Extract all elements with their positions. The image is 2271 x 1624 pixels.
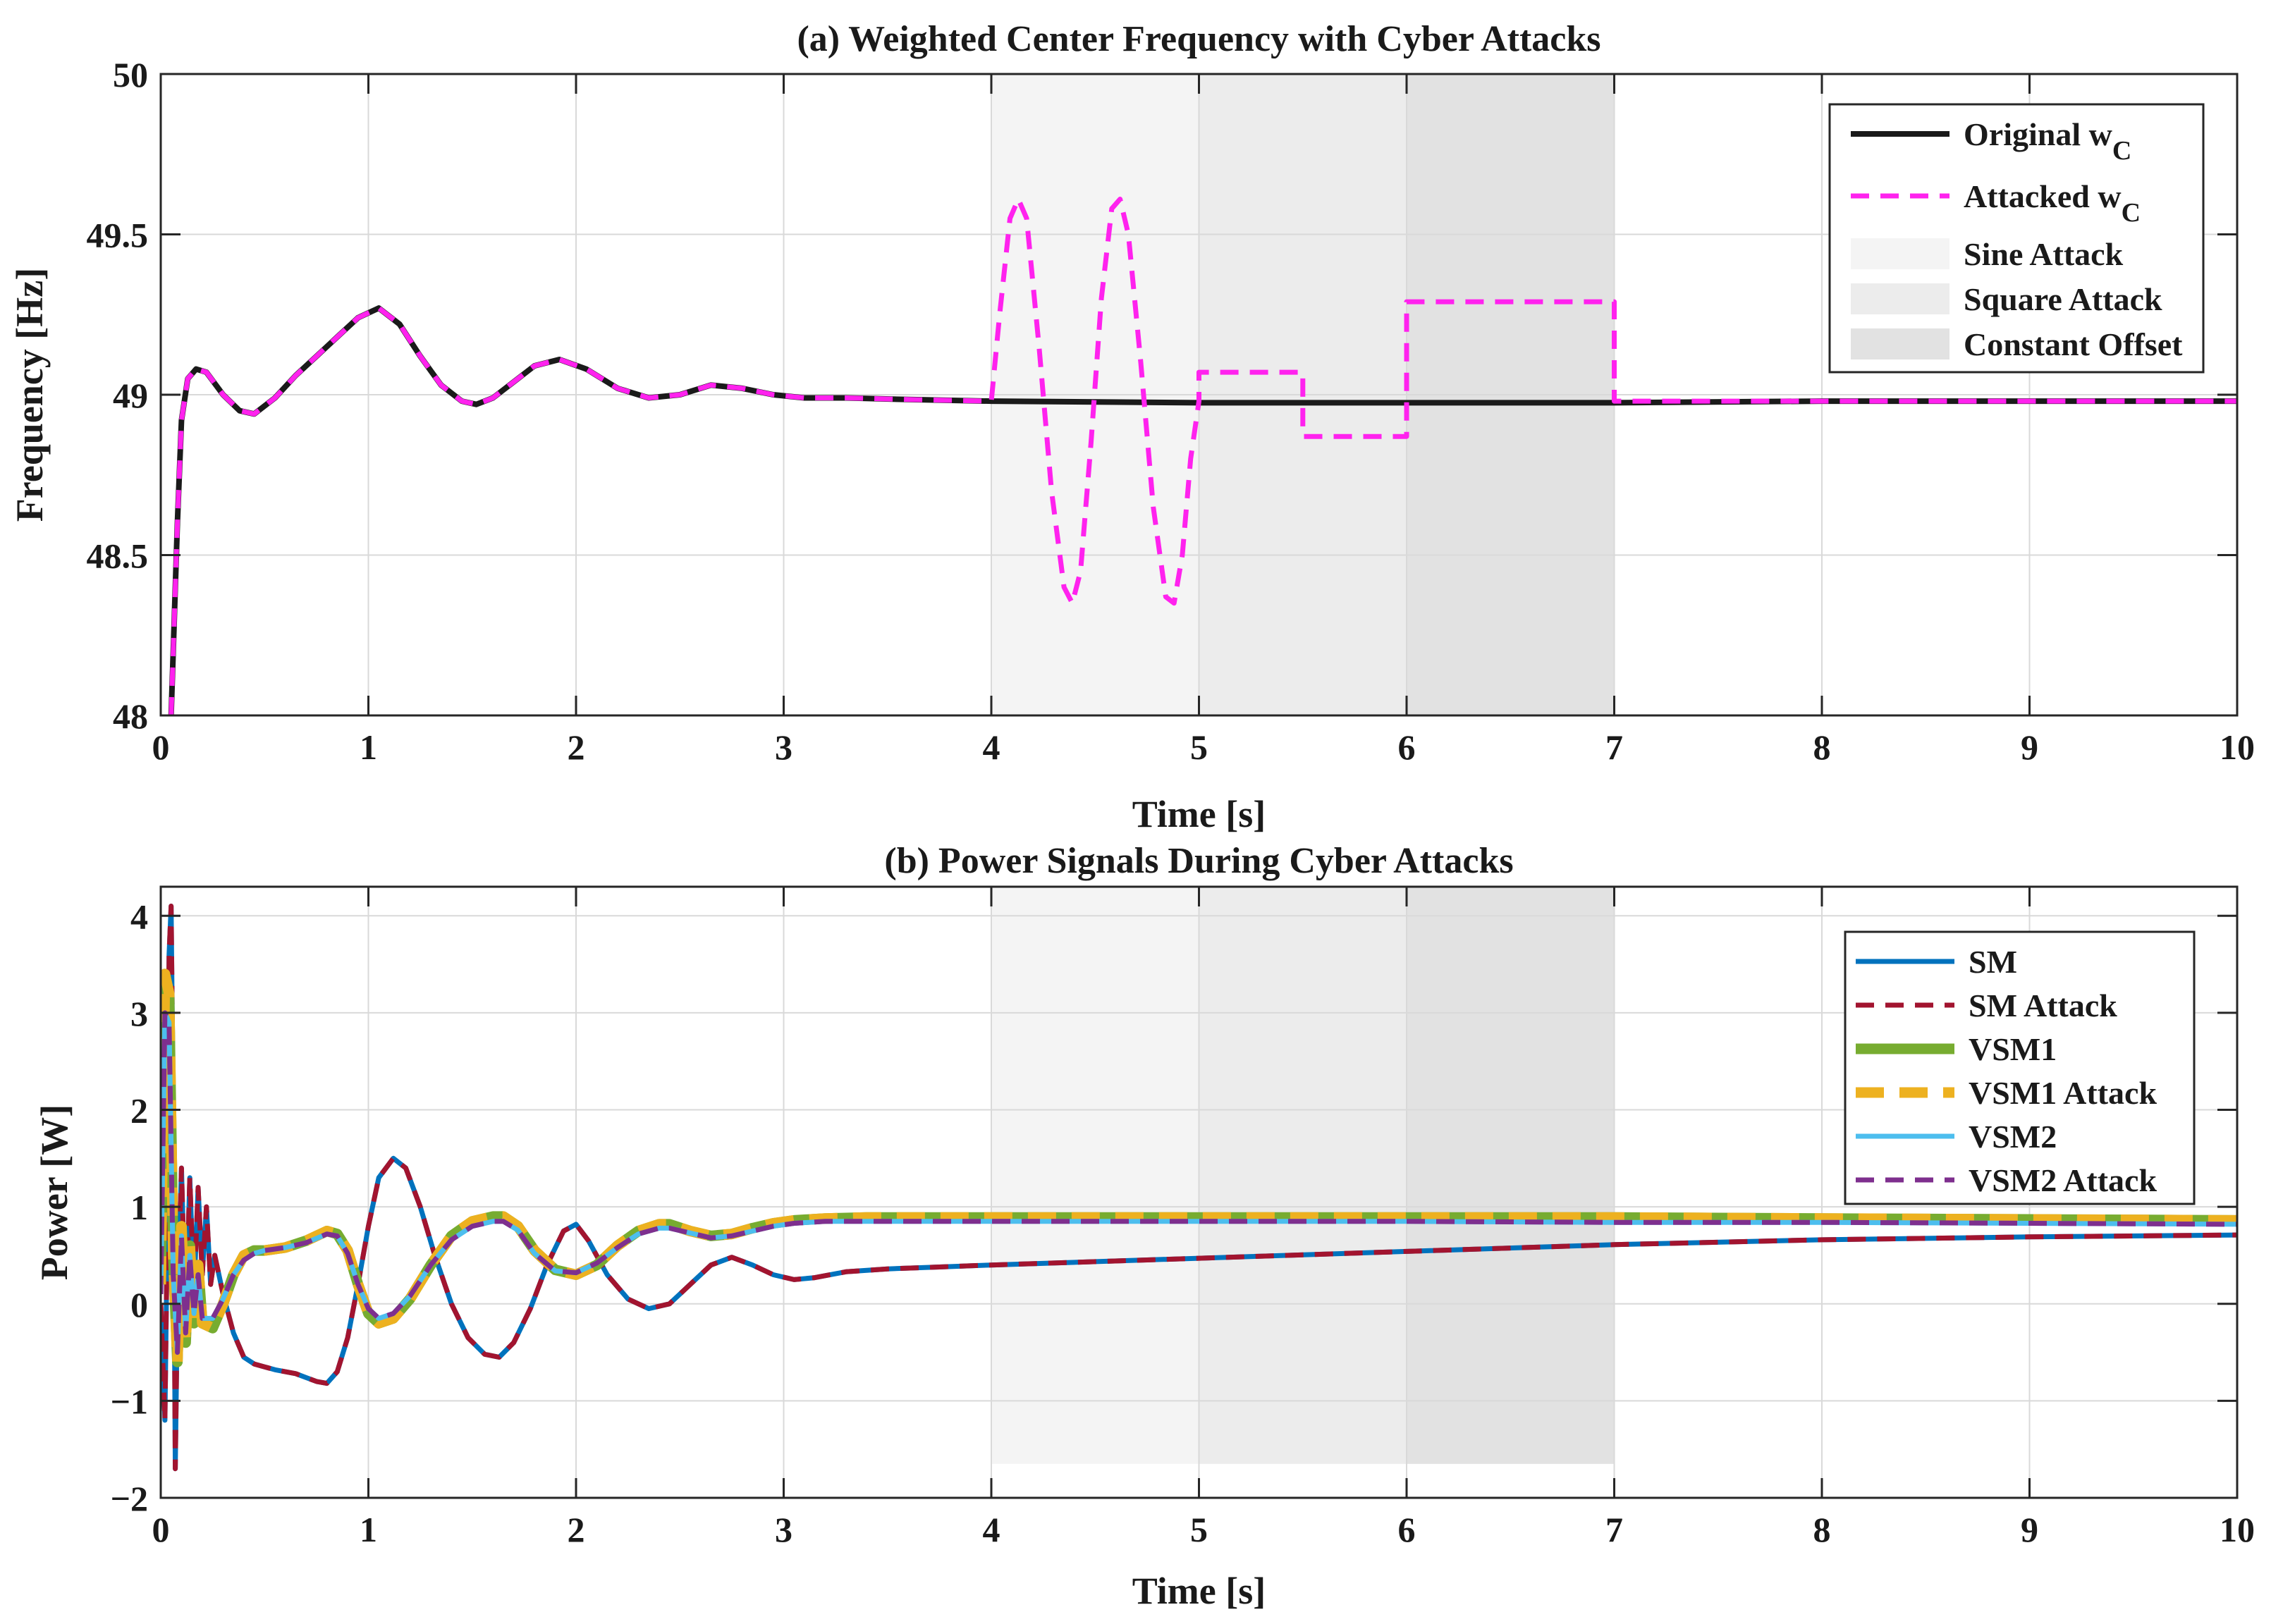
x-tick-label: 5 (1190, 1510, 1208, 1549)
legend-label: VSM1 (1969, 1031, 2057, 1067)
y-tick-label: 49.5 (87, 216, 149, 255)
legend-label: SM Attack (1969, 988, 2117, 1023)
legend-label: SM (1969, 944, 2017, 980)
legend-subscript: C (2112, 136, 2131, 166)
legend-subscript: C (2122, 198, 2141, 228)
series-line-vsm2-attack (161, 1010, 2237, 1355)
legend-entry-0: SM (1969, 944, 2017, 980)
x-tick-label: 0 (152, 1510, 170, 1549)
x-tick-label: 0 (152, 727, 170, 767)
x-tick-label: 8 (1813, 1510, 1831, 1549)
x-tick-label: 10 (2220, 1510, 2255, 1549)
x-tick-label: 2 (568, 1510, 585, 1549)
legend-label: VSM2 (1969, 1119, 2057, 1155)
x-tick-label: 3 (775, 1510, 792, 1549)
y-tick-label: 48 (113, 696, 148, 736)
legend-label: Original w (1964, 116, 2112, 152)
legend-entry-0: Original wC (1964, 116, 2131, 166)
attack-region-1 (1199, 887, 1407, 1464)
x-tick-label: 6 (1398, 1510, 1416, 1549)
series-line-attacked-w (169, 197, 2237, 715)
x-tick-label: 3 (775, 727, 792, 767)
x-tick-label: 10 (2220, 727, 2255, 767)
legend-label: VSM1 Attack (1969, 1075, 2157, 1111)
legend-label: Attacked w (1964, 178, 2122, 214)
y-tick-label: 48.5 (87, 536, 149, 576)
series-group (168, 197, 2237, 715)
legend-region-label: Sine Attack (1964, 236, 2124, 272)
legend-entry-5: VSM2 Attack (1969, 1162, 2157, 1198)
chart-title: (b) Power Signals During Cyber Attacks (884, 841, 1513, 881)
x-tick-label: 4 (983, 1510, 1000, 1549)
y-tick-label: 4 (130, 897, 148, 936)
attack-region-2 (1407, 887, 1615, 1464)
x-tick-label: 6 (1398, 727, 1416, 767)
legend-entry-4: VSM2 (1969, 1119, 2057, 1155)
x-tick-label: 9 (2021, 1510, 2038, 1549)
y-tick-label: 0 (130, 1285, 148, 1324)
legend-region-swatch (1851, 328, 1949, 359)
chart-title: (a) Weighted Center Frequency with Cyber… (797, 19, 1600, 59)
y-axis-label: Frequency [Hz] (8, 268, 51, 522)
x-tick-label: 2 (568, 727, 585, 767)
legend-label: VSM2 Attack (1969, 1162, 2157, 1198)
y-tick-label: −2 (111, 1479, 149, 1518)
legend-region-label: Constant Offset (1964, 326, 2183, 362)
x-tick-label: 7 (1605, 1510, 1623, 1549)
power-panel: 0 1 2 3 4 5 6 7 8 9 10 −2 −1 0 1 2 3 4 (b) Power Signals D… (33, 841, 2255, 1612)
legend-entry-2: VSM1 (1969, 1031, 2057, 1067)
legend-region-swatch (1851, 238, 1949, 269)
legend-box (1844, 930, 2196, 1205)
y-tick-label: −1 (111, 1382, 149, 1421)
attack-region-0 (991, 887, 1199, 1464)
x-tick-label: 5 (1190, 727, 1208, 767)
x-axis-label: Time [s] (1132, 793, 1266, 835)
y-axis-label: Power [W] (33, 1105, 75, 1280)
x-tick-label: 9 (2021, 727, 2038, 767)
y-tick-label: 2 (130, 1091, 148, 1131)
legend-entry-1: Attacked wC (1964, 178, 2141, 228)
legend-entry-1: SM Attack (1969, 988, 2117, 1023)
legend-region-label: Square Attack (1964, 281, 2162, 317)
y-tick-label: 50 (113, 55, 148, 94)
x-tick-label: 1 (360, 727, 377, 767)
x-tick-label: 1 (360, 1510, 377, 1549)
legend: SM SM Attack VSM1 VSM1 Attack VSM2 VSM2 Attac… (1844, 930, 2196, 1205)
series-group (161, 904, 2237, 1472)
x-tick-label: 8 (1813, 727, 1831, 767)
frequency-panel: 0 1 2 3 4 5 6 7 8 9 10 48 48.5 49 49.5 50 (a) Weighted C… (8, 19, 2255, 835)
x-axis-label: Time [s] (1132, 1570, 1266, 1612)
y-tick-label: 1 (130, 1188, 148, 1227)
y-tick-label: 3 (130, 994, 148, 1033)
legend-entry-3: VSM1 Attack (1969, 1075, 2157, 1111)
legend-region-swatch (1851, 283, 1949, 314)
x-tick-label: 7 (1605, 727, 1623, 767)
x-tick-label: 4 (983, 727, 1000, 767)
y-tick-label: 49 (113, 376, 148, 415)
